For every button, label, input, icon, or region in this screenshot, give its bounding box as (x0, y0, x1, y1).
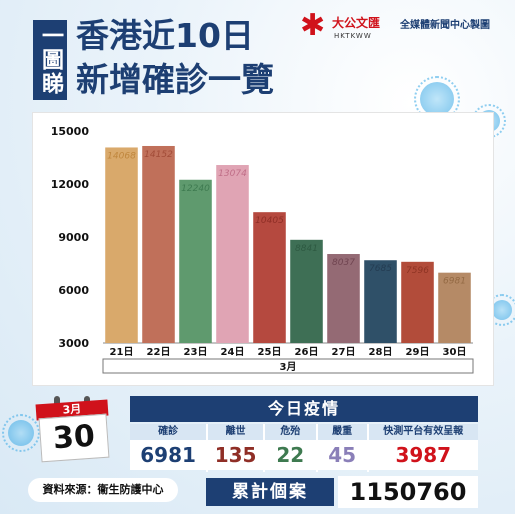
data-label: 10405 (255, 216, 284, 226)
bar (364, 260, 397, 343)
bar (216, 165, 249, 343)
stat-critical: 危殆 22 (264, 424, 318, 472)
data-label: 7596 (406, 266, 429, 276)
bar (438, 272, 471, 343)
virus-decoration (414, 76, 460, 122)
x-tick-label: 25日 (258, 346, 282, 358)
x-tick-label: 23日 (184, 346, 208, 358)
stat-label: 嚴重 (317, 424, 367, 440)
data-label: 14068 (107, 151, 136, 161)
x-tick-label: 27日 (332, 346, 356, 358)
bar (142, 145, 175, 343)
x-tick-label: 28日 (369, 346, 393, 358)
data-source: 資料來源：衞生防護中心 (28, 478, 178, 502)
header-badge: 一圖睇 (33, 20, 67, 100)
stat-deaths: 離世 135 (208, 424, 265, 472)
stat-label: 危殆 (264, 424, 316, 440)
x-tick-label: 30日 (443, 346, 467, 358)
stat-confirmed: 確診 6981 (130, 424, 209, 472)
stat-label: 離世 (208, 424, 263, 440)
today-title: 今日疫情 (130, 396, 478, 422)
y-tick-label: 6000 (58, 284, 89, 297)
today-stats: 確診 6981 離世 135 危殆 22 嚴重 45 快測平台有效呈報 3987 (130, 424, 478, 472)
page-subtitle: 新增確診一覽 (76, 60, 274, 99)
x-axis-label: 3月 (280, 361, 297, 373)
stat-serious: 嚴重 45 (317, 424, 369, 472)
stat-label: 快測平台有效呈報 (368, 424, 478, 440)
y-tick-label: 3000 (58, 337, 89, 350)
y-tick-label: 9000 (58, 231, 89, 244)
stat-value: 3987 (368, 440, 478, 470)
bar (327, 254, 360, 343)
stat-value: 135 (208, 440, 263, 470)
page-title: 香港近10日 (76, 16, 254, 55)
y-tick-label: 12000 (51, 178, 90, 191)
stat-value: 22 (264, 440, 316, 470)
virus-decoration (486, 294, 515, 326)
bar (290, 239, 323, 343)
x-tick-label: 26日 (295, 346, 319, 358)
x-tick-label: 29日 (406, 346, 430, 358)
x-group-box (102, 358, 474, 374)
logo-text: 大公文匯 (332, 16, 381, 30)
data-label: 6981 (443, 277, 466, 287)
total-value: 1150760 (338, 476, 478, 508)
stat-label: 確診 (130, 424, 207, 440)
bar (401, 261, 434, 343)
bar (253, 212, 286, 343)
x-tick-label: 24日 (221, 346, 245, 358)
x-tick-label: 22日 (147, 346, 171, 358)
stat-value: 45 (317, 440, 367, 470)
logo-sub-text: HKTKWW (334, 32, 372, 40)
data-label: 13074 (218, 169, 247, 179)
data-label: 8841 (295, 244, 318, 254)
virus-decoration (2, 414, 40, 452)
total-label: 累計個案 (206, 478, 334, 506)
logo-icon: ✱ (300, 8, 326, 43)
stat-value: 6981 (130, 440, 207, 470)
data-label: 8037 (332, 258, 355, 268)
x-tick-label: 21日 (110, 346, 134, 358)
credit-text: 全媒體新聞中心製圖 (400, 20, 490, 31)
bar-chart: 3000 6000 9000 12000 15000 14068 21日 14152 22日 12… (51, 125, 474, 374)
chart-panel: 3000 6000 9000 12000 15000 14068 21日 14152 22日 12… (32, 112, 494, 386)
bar (179, 179, 212, 343)
data-label: 12240 (181, 184, 210, 194)
stat-rapid-test: 快測平台有效呈報 3987 (368, 424, 478, 472)
data-label: 7685 (369, 264, 392, 274)
bar (105, 147, 138, 343)
publisher-logo: ✱ 大公文匯 HKTKWW (300, 8, 392, 46)
data-label: 14152 (144, 150, 173, 160)
calendar-day: 30 (38, 413, 110, 463)
y-tick-label: 15000 (51, 125, 90, 138)
calendar: 3月 30 (35, 396, 110, 463)
